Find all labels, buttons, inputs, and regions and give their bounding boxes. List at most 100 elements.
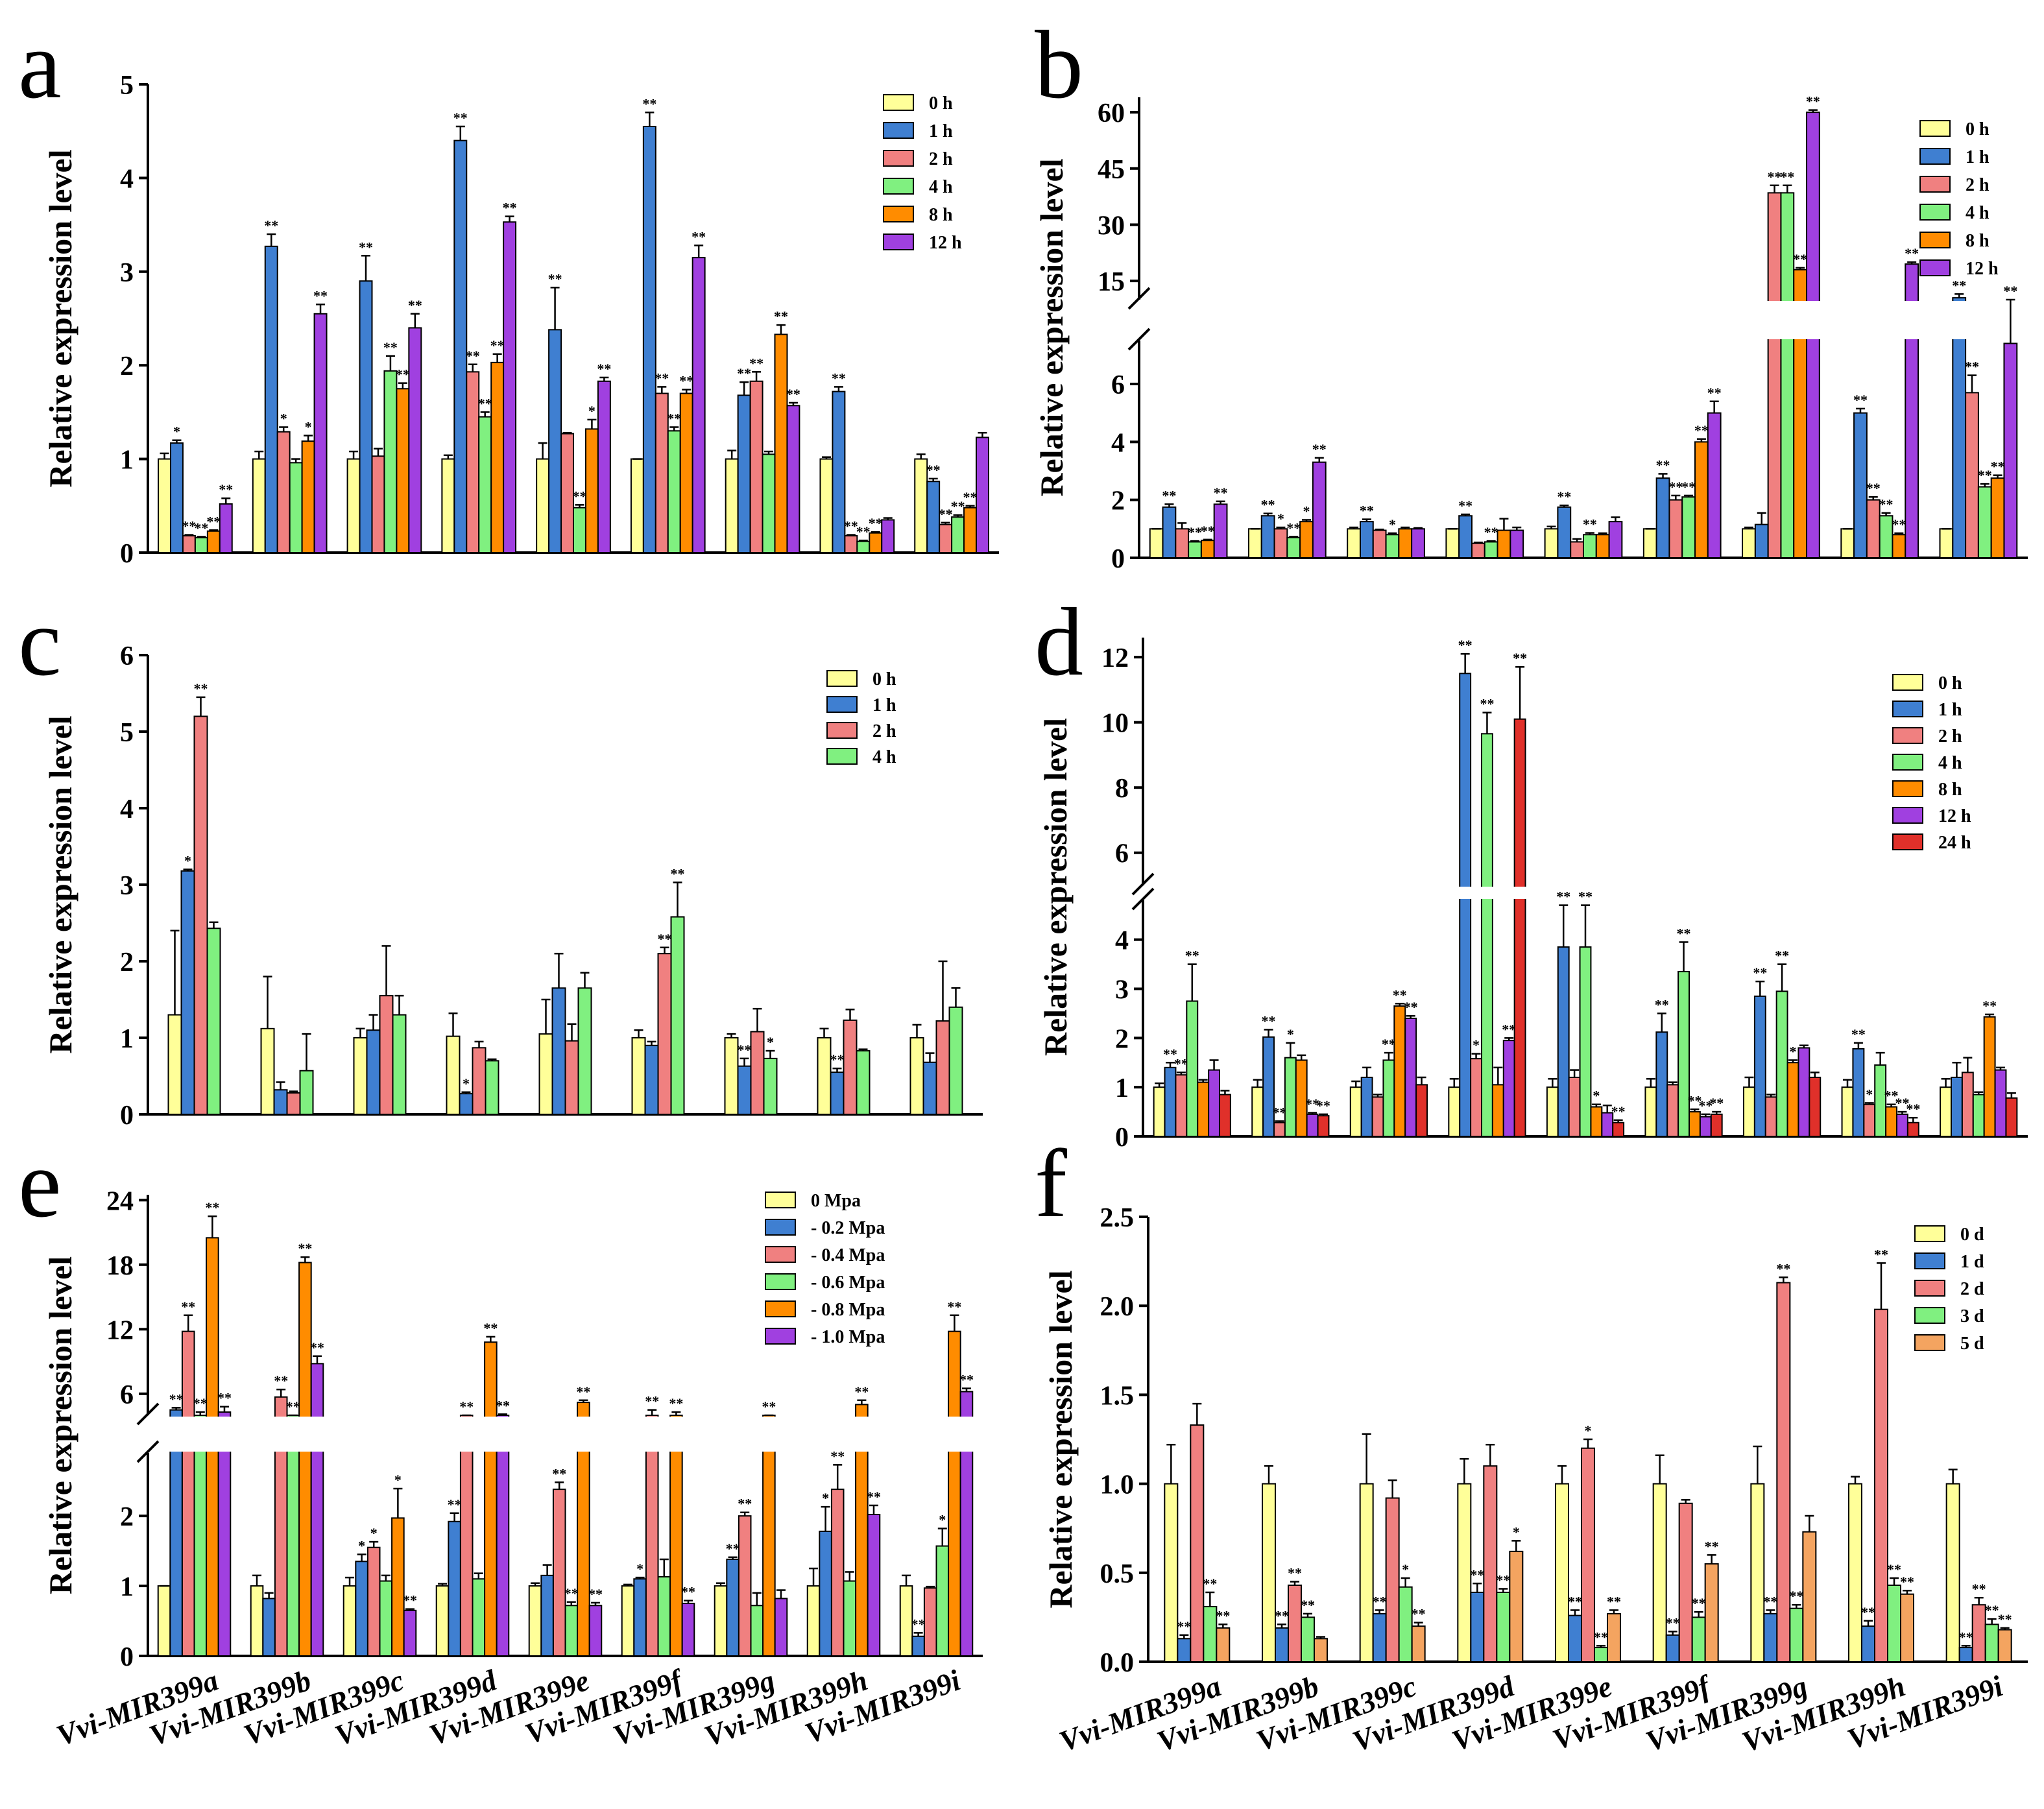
bar (1590, 1106, 1603, 1137)
legend-swatch (1919, 120, 1951, 137)
significance-label: ** (1998, 1611, 2012, 1627)
significance-label: ** (219, 481, 233, 497)
y-tick-label: 2 (1115, 1024, 1129, 1054)
significance-label: ** (1965, 359, 1979, 375)
legend-label: 12 h (1938, 806, 1971, 826)
y-tick-label: 18 (106, 1251, 134, 1281)
significance-label: ** (1305, 1096, 1319, 1112)
y-tick-label: 2.0 (1100, 1292, 1135, 1322)
significance-label: ** (947, 1299, 961, 1315)
bar (453, 139, 468, 553)
legend-label: 0 h (929, 93, 953, 114)
significance-label: ** (1698, 1097, 1713, 1114)
legend-swatch (1914, 1280, 1945, 1297)
legend-swatch (765, 1246, 796, 1263)
significance-label: ** (1853, 392, 1868, 408)
significance-label: ** (830, 1448, 845, 1464)
bar-break-gap (959, 1417, 974, 1452)
bar (1275, 1627, 1289, 1663)
bar (478, 416, 492, 553)
significance-label: * (1402, 1561, 1409, 1577)
bar (750, 1031, 765, 1116)
bar (1203, 1605, 1218, 1663)
significance-label: ** (762, 1398, 776, 1415)
bar (1502, 1040, 1515, 1137)
significance-label: ** (1275, 1607, 1289, 1623)
legend-swatch (765, 1328, 796, 1345)
bar (276, 431, 291, 553)
bar (1301, 1616, 1315, 1662)
bar (252, 458, 266, 553)
y-tick-label: 12 (1101, 643, 1129, 673)
bar (1360, 1077, 1373, 1137)
significance-label: ** (548, 270, 562, 287)
bar (1557, 946, 1570, 1137)
bar (1655, 477, 1670, 559)
bar (193, 715, 208, 1115)
bar-break-gap (644, 1417, 660, 1452)
bar (750, 1605, 764, 1657)
significance-label: * (588, 403, 595, 419)
significance-label: ** (1373, 1593, 1387, 1609)
significance-label: * (1789, 1043, 1796, 1059)
bar (206, 928, 221, 1115)
bar (830, 1489, 845, 1657)
y-tick-label: 0 (1115, 1123, 1129, 1153)
bar-break-gap (669, 1417, 684, 1452)
significance-label: ** (1789, 1588, 1803, 1604)
bar (951, 516, 965, 553)
legend-swatch (1919, 176, 1951, 193)
significance-label: ** (642, 95, 656, 112)
bar (301, 440, 315, 553)
bar (1699, 1116, 1712, 1137)
bar (963, 507, 978, 553)
bar (1861, 1625, 1875, 1663)
significance-label: ** (1959, 1629, 1973, 1645)
bar (1459, 673, 1472, 1137)
y-tick-label: 2 (1111, 486, 1125, 516)
significance-label: ** (572, 488, 586, 504)
bar (264, 245, 278, 553)
significance-label: ** (1763, 1593, 1777, 1609)
y-tick-label: 1 (120, 1024, 134, 1054)
bar (1809, 1077, 1822, 1137)
axis-break-mark (1131, 887, 1155, 911)
legend-label: 2 h (929, 149, 953, 169)
significance-label: ** (1216, 1607, 1230, 1623)
legend-label: 8 h (1938, 780, 1962, 800)
legend-label: 0 h (1938, 673, 1962, 693)
significance-label: ** (1412, 1606, 1426, 1622)
significance-label: ** (503, 200, 517, 216)
legend-swatch (1892, 701, 1923, 717)
legend-swatch (826, 748, 858, 765)
y-axis-title: Relative expression level (42, 149, 78, 487)
y-tick-label: 6 (1111, 370, 1125, 400)
legend-swatch (1919, 259, 1951, 276)
significance-label: ** (1666, 1614, 1680, 1631)
significance-label: ** (1502, 1021, 1516, 1037)
y-axis-title: Relative expression level (42, 715, 78, 1053)
significance-label: * (370, 1525, 378, 1541)
significance-label: ** (1906, 1101, 1920, 1117)
bar (1306, 1113, 1319, 1137)
legend-swatch (883, 178, 914, 195)
legend-swatch (1892, 754, 1923, 771)
bar (353, 1037, 368, 1115)
legend-label: 1 h (1938, 700, 1962, 720)
bar (1385, 1497, 1400, 1662)
bar (843, 1019, 858, 1115)
bar (371, 455, 385, 553)
bar (1688, 1111, 1701, 1138)
bar (1879, 515, 1894, 559)
bar (1742, 528, 1756, 558)
significance-label: ** (408, 297, 422, 313)
legend-label: - 0.8 Mpa (811, 1300, 885, 1320)
y-tick-label: 2 (120, 352, 134, 381)
bar (1448, 1086, 1461, 1137)
bar (1197, 1081, 1210, 1138)
chart-panel-f: f Relative expression level 0.0 0.5 1.0 1.5 2.… (1035, 1130, 2028, 1758)
significance-label: * (939, 1512, 946, 1528)
bar (1608, 521, 1623, 559)
